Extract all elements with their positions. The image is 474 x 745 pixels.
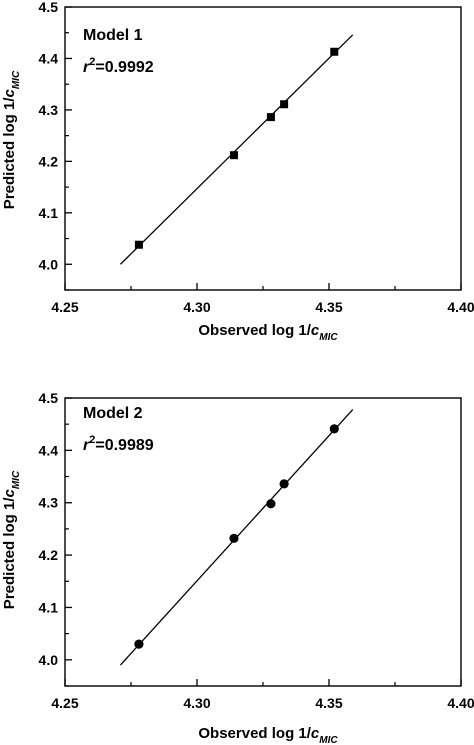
x-axis-title-var: c xyxy=(311,322,320,339)
fit-line xyxy=(119,34,354,265)
y-axis-title-sub: MIC xyxy=(11,470,22,489)
data-point xyxy=(229,151,238,160)
y-tick-label: 4.5 xyxy=(39,0,59,15)
r-squared-value: =0.9989 xyxy=(95,437,153,454)
data-point xyxy=(229,533,239,543)
chart-model-1: 4.25 4.30 4.35 4.40 4.0 4.1 4.2 4.3 4.4 4.5 Model… xyxy=(1,0,474,343)
chart-model-2: 4.25 4.30 4.35 4.40 4.0 4.1 4.2 4.3 4.4 4.5 Model… xyxy=(1,390,474,745)
y-axis-title: Predicted log 1/cMIC xyxy=(1,70,22,209)
r-squared-label: r2=0.9989 xyxy=(83,434,154,454)
x-tick-label: 4.35 xyxy=(315,299,342,315)
axis-labels: 4.25 4.30 4.35 4.40 4.0 4.1 4.2 4.3 4.4 4.5 xyxy=(39,0,474,315)
data-point xyxy=(280,100,289,109)
data-point xyxy=(134,240,143,249)
y-axis-title-var: c xyxy=(1,488,18,497)
y-axis-title-sub: MIC xyxy=(11,70,22,89)
y-tick-label: 4.4 xyxy=(39,442,59,458)
y-tick-label: 4.2 xyxy=(39,153,59,169)
x-tick-label: 4.30 xyxy=(183,299,210,315)
y-tick-label: 4.1 xyxy=(39,205,59,221)
plot-frame xyxy=(64,6,462,291)
x-tick-label: 4.40 xyxy=(447,299,474,315)
x-tick-label: 4.35 xyxy=(315,695,342,711)
y-axis-title-text: Predicted log 1/ xyxy=(1,497,18,610)
data-point xyxy=(329,424,339,434)
x-axis-title: Observed log 1/cMIC xyxy=(198,725,338,745)
x-tick-label: 4.30 xyxy=(183,695,210,711)
x-axis-title-sub: MIC xyxy=(319,332,338,343)
y-tick-label: 4.1 xyxy=(39,599,59,615)
data-point xyxy=(279,479,289,489)
r-symbol: r xyxy=(83,437,90,454)
y-tick-label: 4.4 xyxy=(39,50,59,66)
model-label: Model 2 xyxy=(83,405,143,422)
y-tick-label: 4.3 xyxy=(39,495,59,511)
x-tick-label: 4.25 xyxy=(51,299,78,315)
x-tick-label: 4.40 xyxy=(447,695,474,711)
r-squared-label: r2=0.9992 xyxy=(83,56,154,76)
model-label: Model 1 xyxy=(83,27,143,44)
x-axis-title: Observed log 1/cMIC xyxy=(198,322,338,343)
y-axis-title-text: Predicted log 1/ xyxy=(1,97,18,210)
y-tick-label: 4.3 xyxy=(39,102,59,118)
y-tick-label: 4.2 xyxy=(39,547,59,563)
y-tick-label: 4.5 xyxy=(39,390,59,406)
y-axis-title-var: c xyxy=(1,88,18,97)
r-symbol: r xyxy=(83,59,90,76)
data-point xyxy=(266,113,275,122)
x-axis-title-var: c xyxy=(311,725,320,742)
r-exponent: 2 xyxy=(89,434,95,446)
plot-area xyxy=(64,397,462,687)
r-squared-value: =0.9992 xyxy=(95,59,153,76)
x-axis-title-text: Observed log 1/ xyxy=(198,725,311,742)
y-axis-title: Predicted log 1/cMIC xyxy=(1,470,22,609)
x-axis-title-text: Observed log 1/ xyxy=(198,322,311,339)
x-tick-label: 4.25 xyxy=(51,695,78,711)
x-axis-title-sub: MIC xyxy=(319,735,338,745)
data-point xyxy=(266,499,276,509)
y-tick-label: 4.0 xyxy=(39,652,59,668)
r-exponent: 2 xyxy=(89,56,95,68)
axis-labels: 4.25 4.30 4.35 4.40 4.0 4.1 4.2 4.3 4.4 4.5 xyxy=(39,390,474,711)
data-point xyxy=(330,47,339,56)
data-point xyxy=(134,639,144,649)
plot-area xyxy=(64,6,462,291)
y-tick-label: 4.0 xyxy=(39,256,59,272)
